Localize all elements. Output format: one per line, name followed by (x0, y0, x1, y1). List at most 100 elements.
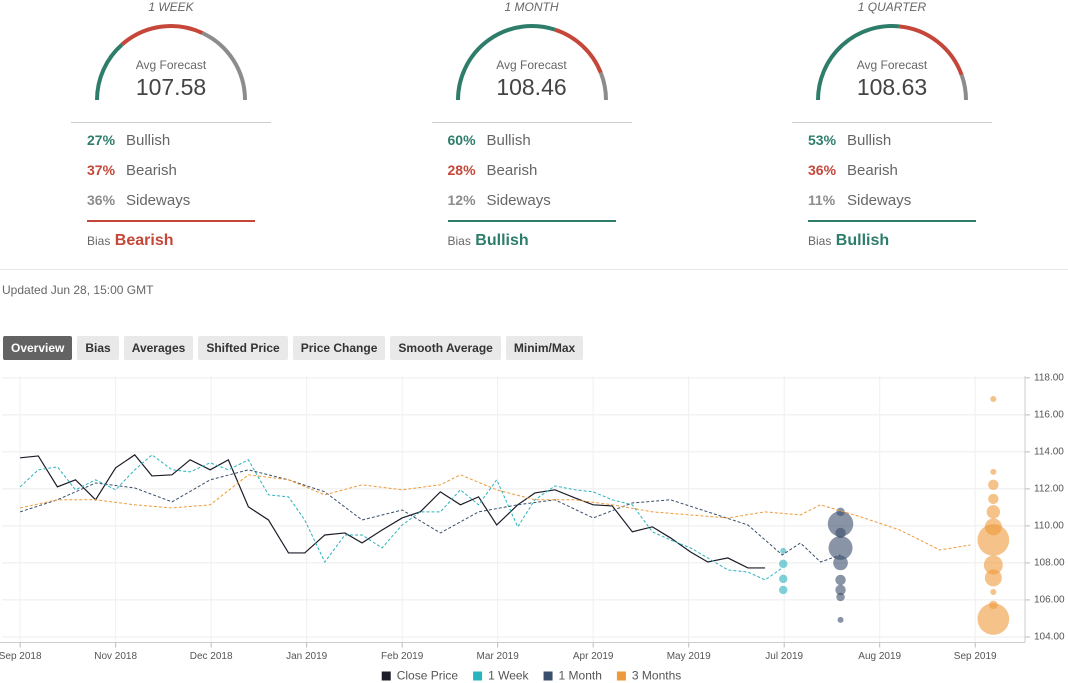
forecast-bubble (990, 588, 997, 595)
forecast-bubble (837, 616, 844, 623)
percent: 12% (447, 192, 476, 208)
y-tick-label: 106.00 (1034, 595, 1065, 606)
forecast-row: 60% Bullish (448, 132, 531, 149)
forecast-bubble (986, 505, 1001, 519)
forecast-bubble (990, 395, 997, 402)
bias-label: Bias (87, 234, 111, 248)
forecast-bubble (828, 535, 853, 560)
legend-label: 3 Months (632, 669, 681, 683)
x-tick-label: Jul 2019 (765, 651, 803, 662)
tab[interactable]: Minim/Max (505, 336, 584, 360)
avg-label: Avg Forecast (856, 58, 928, 72)
avg-value: 108.46 (496, 74, 567, 100)
series-line (19, 454, 783, 581)
percent: 37% (87, 162, 116, 178)
separator (431, 122, 632, 123)
gauge (816, 24, 968, 101)
gauge-segment (898, 24, 964, 76)
x-tick-label: May 2019 (667, 651, 711, 662)
legend-swatch (616, 671, 626, 681)
forecast-panel: 1 QUARTER Avg Forecast 108.63 53% Bullish 36%… (721, 0, 1068, 262)
avg-label: Avg Forecast (496, 58, 567, 72)
gauge (455, 24, 608, 101)
legend-swatch (381, 671, 391, 681)
tab[interactable]: Smooth Average (390, 336, 501, 360)
legend-label: 1 Week (488, 669, 529, 683)
forecast-row: 53% Bullish (808, 132, 891, 149)
x-tick-label: Nov 2018 (94, 651, 137, 662)
forecast-row: 12% Sideways (448, 192, 551, 209)
x-tick-label: Sep 2019 (954, 651, 997, 662)
forecast-bubble (988, 479, 999, 491)
percent: 53% (808, 132, 837, 148)
row-name: Bullish (847, 132, 892, 149)
tab[interactable]: Price Change (292, 336, 386, 360)
y-tick-label: 108.00 (1034, 558, 1065, 569)
period-title: 1 QUARTER (857, 0, 927, 14)
bias: Bias Bullish (448, 232, 529, 250)
separator (792, 122, 992, 123)
legend-label: 1 Month (559, 669, 602, 683)
forecast-bubble (983, 555, 1003, 575)
updated-text: Updated Jun 28, 15:00 GMT (2, 283, 154, 297)
tab[interactable]: Shifted Price (198, 336, 288, 360)
gauge-segment (455, 24, 555, 101)
chart: 104.00 106.00 108.00 110.00 112.00 114.00 116.… (0, 372, 1065, 683)
row-name: Sideways (126, 192, 191, 209)
x-tick-label: Sep 2018 (0, 651, 42, 662)
percent: 11% (808, 192, 836, 208)
tab[interactable]: Overview (3, 336, 73, 360)
tab[interactable]: Bias (77, 336, 119, 360)
legend-label: Close Price (397, 669, 459, 683)
gauge-segment (201, 31, 247, 101)
gauge-segment (553, 27, 603, 74)
bias-label: Bias (808, 234, 832, 248)
gauge-segment (816, 24, 900, 101)
y-tick-label: 114.00 (1034, 447, 1064, 458)
percent: 36% (87, 192, 116, 208)
avg-label: Avg Forecast (135, 58, 207, 72)
x-tick-label: Apr 2019 (573, 651, 614, 662)
tab-bar: Overview Bias Averages Shifted Price Price C… (3, 336, 584, 360)
y-tick-label: 104.00 (1034, 632, 1065, 643)
forecast-row: 27% Bullish (87, 132, 170, 149)
x-tick-label: Feb 2019 (381, 651, 424, 662)
gauge-segment (120, 24, 204, 46)
forecast-bubble (835, 584, 846, 596)
forecast-bubble (835, 527, 846, 539)
row-name: Bullish (126, 132, 171, 149)
percent: 27% (87, 132, 116, 148)
percent: 28% (447, 162, 476, 178)
gauge-segment (959, 74, 968, 101)
row-name: Sideways (486, 192, 551, 209)
row-name: Sideways (847, 192, 912, 209)
y-tick-label: 110.00 (1034, 521, 1064, 532)
percent: 36% (808, 162, 837, 178)
legend-swatch (473, 671, 483, 681)
forecast-bubble (778, 585, 788, 595)
forecast-bubble (780, 547, 787, 554)
forecast-bubble (827, 511, 854, 537)
bias: Bias Bullish (808, 232, 889, 250)
row-name: Bearish (847, 162, 898, 179)
x-tick-label: Aug 2019 (858, 651, 901, 662)
x-tick-label: Mar 2019 (477, 651, 520, 662)
y-tick-label: 118.00 (1034, 372, 1064, 383)
forecast-row: 11% Sideways (808, 192, 911, 209)
x-tick-label: Jan 2019 (286, 651, 328, 662)
legend-swatch (543, 671, 553, 681)
forecast-panel: 1 MONTH Avg Forecast 108.46 60% Bullish 28% Be… (361, 0, 721, 262)
bias-value: Bullish (475, 232, 529, 249)
bias: Bias Bearish (87, 232, 174, 250)
forecast-bubble (778, 559, 788, 569)
tab[interactable]: Averages (123, 336, 194, 360)
forecast-row: 36% Bearish (808, 162, 898, 179)
forecast-bubble (977, 524, 1010, 556)
y-tick-label: 116.00 (1034, 410, 1064, 421)
bias-line (808, 220, 976, 222)
bias-line (447, 220, 616, 222)
gauge-segment (95, 42, 124, 101)
bias-label: Bias (447, 234, 471, 248)
bias-value: Bearish (114, 232, 174, 249)
